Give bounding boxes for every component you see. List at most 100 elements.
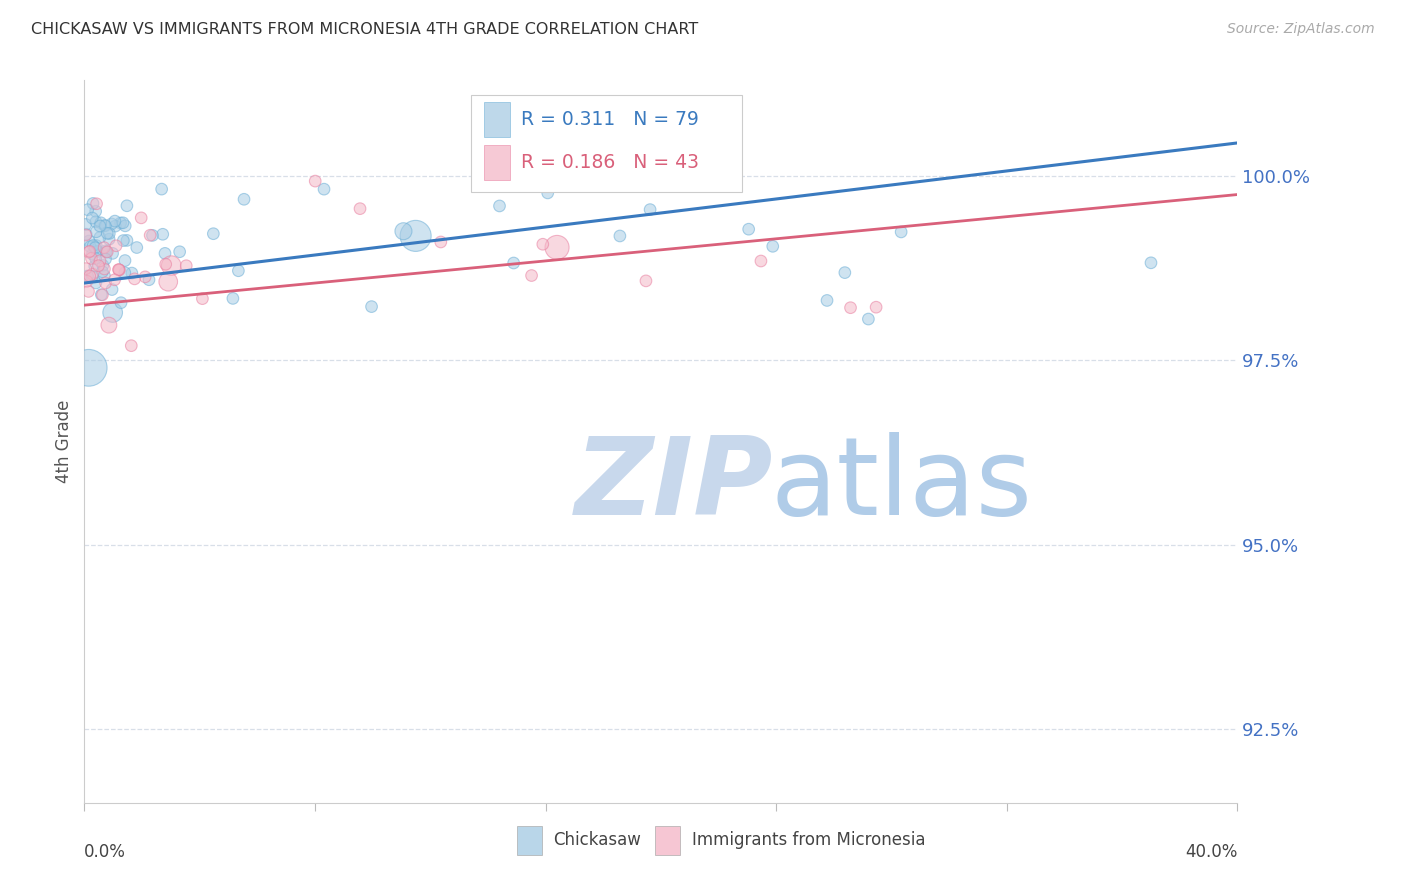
Point xyxy=(84,225,107,239)
Point xyxy=(110,295,132,310)
Point xyxy=(96,244,118,259)
Point xyxy=(91,288,114,302)
Point xyxy=(82,267,104,281)
Point xyxy=(94,276,117,290)
Text: ZIP: ZIP xyxy=(575,432,773,538)
Point xyxy=(152,227,174,242)
Point xyxy=(815,293,838,308)
Point xyxy=(77,245,100,260)
Point xyxy=(80,252,103,266)
Point xyxy=(76,202,98,217)
Point xyxy=(125,241,148,255)
Point xyxy=(134,269,156,284)
Point xyxy=(96,227,118,241)
Point xyxy=(94,219,117,233)
Point xyxy=(222,292,245,306)
Point xyxy=(392,224,415,238)
Point xyxy=(89,219,111,233)
Text: Source: ZipAtlas.com: Source: ZipAtlas.com xyxy=(1227,22,1375,37)
Point xyxy=(749,254,772,268)
Point xyxy=(87,259,110,273)
Point xyxy=(546,240,568,254)
Point xyxy=(93,262,115,277)
Point xyxy=(762,239,785,253)
Bar xyxy=(485,145,510,179)
Point xyxy=(174,259,197,273)
Point xyxy=(84,238,107,252)
Text: Chickasaw: Chickasaw xyxy=(554,831,641,849)
Point xyxy=(120,339,142,353)
Point xyxy=(91,265,114,279)
Point xyxy=(104,214,127,228)
Point xyxy=(108,262,131,277)
Point xyxy=(430,235,453,249)
Point xyxy=(77,285,100,299)
Point xyxy=(105,239,128,253)
Point xyxy=(86,244,108,259)
Point xyxy=(737,222,759,236)
Point xyxy=(634,274,657,288)
Point xyxy=(91,259,114,273)
Point xyxy=(155,257,177,271)
Point xyxy=(304,174,326,188)
Point xyxy=(114,219,136,233)
Point xyxy=(77,360,100,375)
Point xyxy=(96,245,118,260)
Point xyxy=(94,244,117,258)
Point xyxy=(112,234,135,248)
Point xyxy=(75,227,97,242)
Point xyxy=(93,268,115,283)
Point xyxy=(82,269,104,284)
Point xyxy=(84,215,107,229)
Point xyxy=(115,234,138,248)
Point xyxy=(84,276,107,290)
Point xyxy=(79,240,101,254)
Text: atlas: atlas xyxy=(770,432,1032,538)
Point xyxy=(834,266,856,280)
Point xyxy=(865,300,887,314)
Point xyxy=(157,275,180,289)
Point xyxy=(228,264,250,278)
Point xyxy=(103,273,125,287)
Point xyxy=(84,241,107,255)
Point xyxy=(405,228,427,243)
Point xyxy=(312,182,335,196)
Bar xyxy=(471,95,741,193)
Y-axis label: 4th Grade: 4th Grade xyxy=(55,400,73,483)
Point xyxy=(202,227,225,241)
Point xyxy=(609,229,631,244)
Point xyxy=(97,318,120,333)
Point xyxy=(191,292,214,306)
Point xyxy=(502,256,524,270)
Point xyxy=(114,266,136,280)
Point xyxy=(82,247,104,261)
Point xyxy=(82,238,104,252)
Text: 40.0%: 40.0% xyxy=(1185,843,1237,861)
Point xyxy=(104,219,127,234)
Point xyxy=(93,241,115,255)
Text: R = 0.311   N = 79: R = 0.311 N = 79 xyxy=(522,110,699,128)
Point xyxy=(79,244,101,259)
Point xyxy=(110,216,132,230)
Text: 0.0%: 0.0% xyxy=(84,843,127,861)
Point xyxy=(138,273,160,287)
Point xyxy=(839,301,862,315)
Text: CHICKASAW VS IMMIGRANTS FROM MICRONESIA 4TH GRADE CORRELATION CHART: CHICKASAW VS IMMIGRANTS FROM MICRONESIA … xyxy=(31,22,699,37)
Point xyxy=(98,232,121,246)
Point xyxy=(858,312,880,326)
Point xyxy=(153,246,176,260)
Point xyxy=(100,217,122,231)
Point xyxy=(349,202,371,216)
Point xyxy=(94,252,117,266)
Bar xyxy=(655,826,681,855)
Point xyxy=(89,230,111,244)
Point xyxy=(638,202,661,217)
Point xyxy=(75,218,97,232)
Point xyxy=(233,192,256,206)
Point xyxy=(115,199,138,213)
Text: R = 0.186   N = 43: R = 0.186 N = 43 xyxy=(522,153,699,172)
Point xyxy=(82,196,104,211)
Point xyxy=(98,227,121,241)
Point xyxy=(76,274,98,288)
Point xyxy=(86,196,108,211)
